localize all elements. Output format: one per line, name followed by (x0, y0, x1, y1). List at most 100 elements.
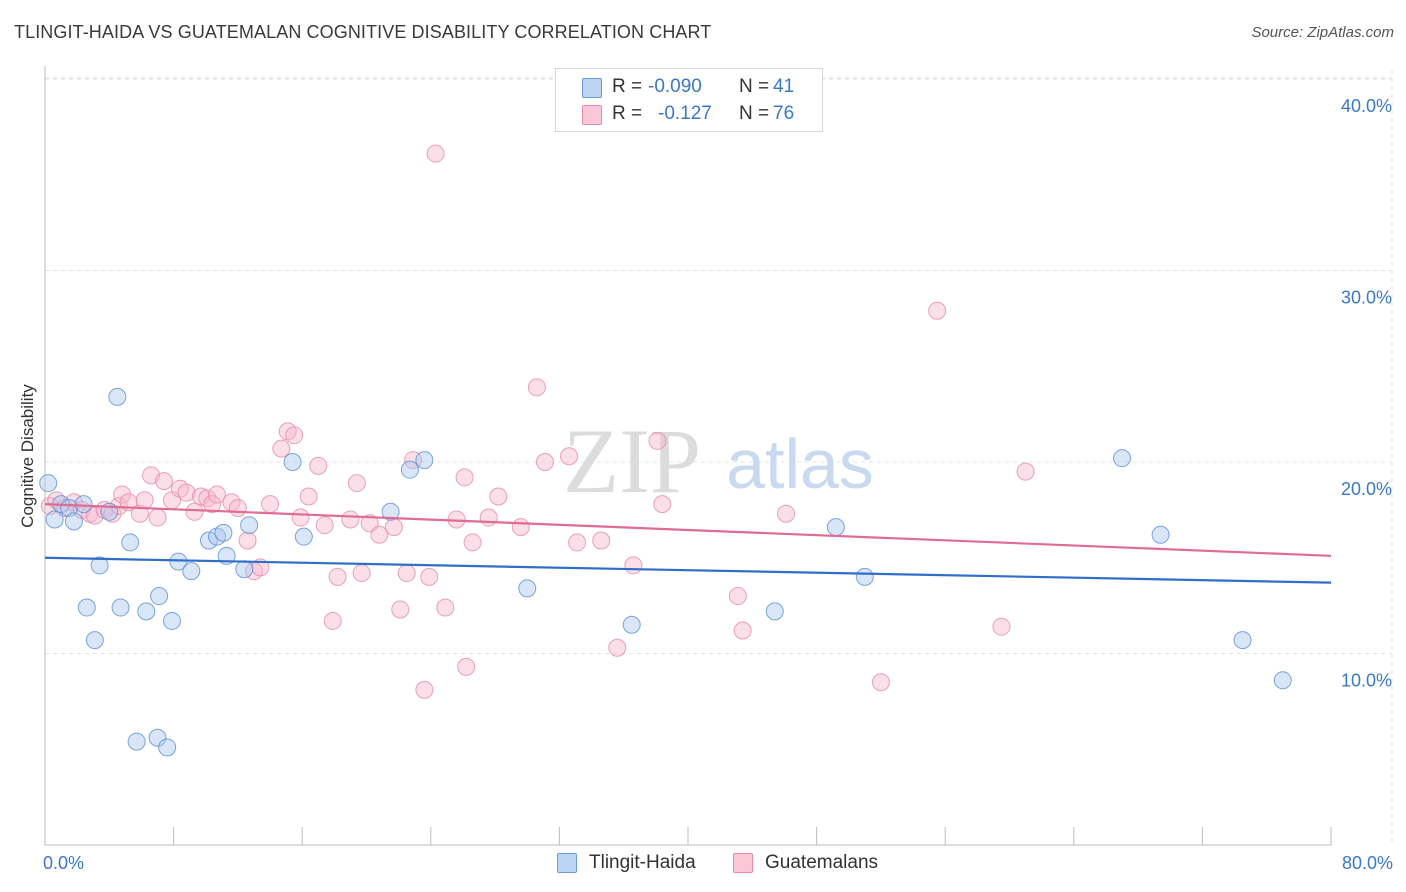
legend-r-value: -0.090 (648, 76, 702, 97)
y-tick-label: 10.0% (1341, 671, 1392, 691)
y-tick-label: 20.0% (1341, 479, 1392, 499)
guatemalans-point (299, 487, 318, 506)
guatemalans-point (135, 491, 154, 510)
tlingit-haida-point (415, 451, 434, 470)
guatemalans-point (415, 680, 434, 699)
tlingit-haida-point (400, 460, 419, 479)
guatemalans-point (568, 533, 587, 552)
watermark: ZIP atlas (563, 410, 874, 512)
tlingit-haida-point (235, 560, 254, 579)
tlingit-haida-point (214, 523, 233, 542)
tlingit-haida-point (1273, 671, 1292, 690)
tlingit-haida-trend-line (44, 556, 1332, 584)
guatemalans-point (489, 487, 508, 506)
guatemalans-point (992, 617, 1011, 636)
guatemalans-point (397, 564, 416, 583)
tlingit-haida-point (77, 598, 96, 617)
guatemalans-point (370, 525, 389, 544)
tlingit-haida-point (1151, 525, 1170, 544)
tick-label-layer: 10.0% 20.0% 30.0% 40.0% 0.0% 80.0% (43, 96, 1393, 873)
guatemalans-point (777, 504, 796, 523)
y-tick-label: 30.0% (1341, 288, 1392, 308)
tlingit-haida-point (111, 598, 130, 617)
legend-n-label: N = (739, 76, 770, 97)
tlingit-haida-point (765, 602, 784, 621)
guatemalans-point (154, 472, 173, 491)
tlingit-haida-point (39, 474, 58, 493)
guatemalans-point (648, 431, 667, 450)
legend-r-value: -0.127 (658, 103, 712, 124)
guatemalans-point (347, 474, 366, 493)
tlingit-haida-point (121, 533, 140, 552)
guatemalans-point (238, 531, 257, 550)
guatemalans-point (728, 587, 747, 606)
tlingit-haida-point (622, 615, 641, 634)
guatemalans-point (653, 495, 672, 514)
legend-row-guatemalans: R = -0.127 N = 76 (556, 101, 822, 129)
bottom-legend-swatch-guatemalans (733, 853, 753, 873)
guatemalans-point (463, 533, 482, 552)
tlingit-haida-point (90, 556, 109, 575)
guatemalans-point (733, 621, 752, 640)
guatemalans-point (198, 489, 217, 508)
guatemalans-point (624, 556, 643, 575)
guatemalans-point (455, 468, 474, 487)
guatemalans-point (511, 518, 530, 537)
watermark-zip: ZIP (563, 410, 701, 512)
guatemalans-point (261, 495, 280, 514)
x-tick-label: 0.0% (43, 853, 84, 873)
legend-n-value: 41 (773, 76, 795, 97)
bottom-legend-label-tlingit: Tlingit-Haida (589, 852, 696, 873)
guatemalans-point (328, 567, 347, 586)
guatemalans-point (391, 600, 410, 619)
legend-swatch-tlingit (582, 78, 602, 98)
guatemalans-point (315, 516, 334, 535)
guatemalans-point (228, 498, 247, 517)
tlingit-haida-point (64, 512, 83, 531)
trend-layer (44, 503, 1332, 584)
guatemalans-point (871, 673, 890, 692)
tlingit-haida-point (127, 732, 146, 751)
tlingit-haida-point (108, 387, 127, 406)
source-credit: Source: ZipAtlas.com (1251, 24, 1394, 41)
tlingit-haida-point (240, 516, 259, 535)
legend-r-label: R = (612, 103, 643, 124)
guatemalans-point (309, 456, 328, 475)
points-layer (39, 144, 1292, 757)
guatemalans-point (928, 301, 947, 320)
guatemalans-point (1016, 462, 1035, 481)
guatemalans-point (426, 144, 445, 163)
guatemalans-point (527, 378, 546, 397)
tlingit-haida-point (283, 453, 302, 471)
tlingit-haida-point (148, 728, 167, 747)
legend-n-value: 76 (773, 103, 795, 124)
guatemalans-point (592, 531, 611, 550)
guatemalans-point (360, 514, 379, 533)
guatemalans-point (479, 508, 498, 527)
legend-swatch-guatemalans (582, 105, 602, 125)
guatemalans-point (457, 657, 476, 676)
x-tick-label: 80.0% (1342, 853, 1393, 873)
guatemalans-point (420, 567, 439, 586)
guatemalans-point (148, 508, 167, 527)
tlingit-haida-point (162, 611, 181, 630)
tlingit-haida-point (150, 587, 169, 606)
tlingit-haida-point (182, 562, 201, 581)
guatemalans-point (608, 638, 627, 657)
guatemalans-point (285, 426, 304, 445)
guatemalans-point (323, 611, 342, 630)
bottom-legend-label-guatemalans: Guatemalans (765, 852, 879, 873)
guatemalans-point (272, 439, 291, 458)
tlingit-haida-point (518, 579, 537, 598)
guatemalans-point (203, 495, 222, 514)
tlingit-haida-point (826, 518, 845, 537)
guatemalans-point (352, 564, 371, 583)
legend-r-label: R = (612, 76, 643, 97)
tlingit-haida-point (1113, 449, 1132, 468)
guatemalans-point (291, 508, 310, 527)
tlingit-haida-point (45, 510, 64, 529)
stats-legend: R = -0.090 N = 41 R = -0.127 N = 76 (555, 68, 823, 132)
y-axis-label: Cognitive Disability (18, 384, 37, 528)
guatemalans-point (208, 485, 227, 504)
